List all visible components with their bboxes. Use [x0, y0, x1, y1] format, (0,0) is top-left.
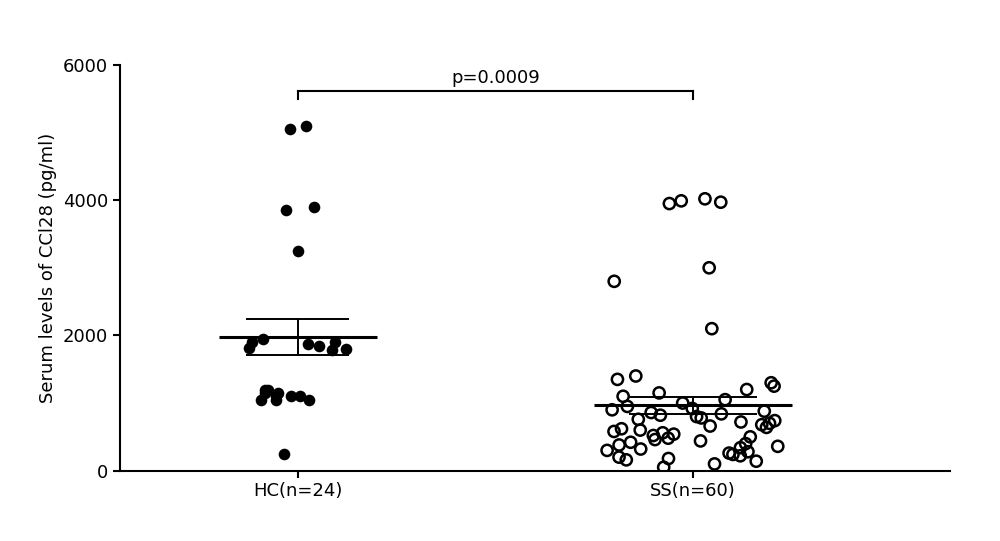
Point [632, 426, 648, 434]
Point [270, 388, 286, 397]
Point [300, 340, 316, 348]
Point [684, 404, 700, 413]
Point [675, 399, 691, 407]
Point [748, 457, 764, 465]
Point [693, 413, 709, 422]
Point [253, 395, 269, 404]
Point [324, 346, 340, 355]
Point [244, 338, 260, 347]
Point [762, 419, 778, 427]
Point [713, 410, 729, 418]
Point [311, 341, 327, 350]
Point [292, 392, 308, 400]
Point [276, 450, 292, 458]
Point [645, 431, 661, 440]
Point [758, 423, 774, 432]
Point [614, 424, 630, 433]
Point [290, 247, 306, 255]
Point [241, 343, 257, 352]
Point [298, 121, 314, 130]
Point [643, 408, 659, 417]
Point [282, 125, 298, 134]
Point [619, 402, 635, 411]
Point [739, 385, 755, 394]
Point [704, 324, 720, 333]
Point [630, 415, 646, 424]
Point [770, 442, 786, 451]
Y-axis label: Serum levels of CCl28 (pg/ml): Serum levels of CCl28 (pg/ml) [39, 133, 57, 403]
Point [666, 430, 682, 438]
Point [257, 385, 273, 394]
Point [633, 445, 649, 453]
Point [647, 435, 663, 444]
Point [697, 195, 713, 203]
Point [660, 434, 676, 443]
Point [702, 422, 718, 431]
Point [766, 382, 782, 391]
Point [611, 453, 627, 461]
Point [673, 196, 689, 205]
Point [652, 411, 668, 420]
Point [606, 427, 622, 436]
Point [693, 437, 709, 445]
Point [732, 444, 748, 452]
Point [733, 418, 749, 426]
Point [660, 454, 676, 463]
Point [604, 406, 620, 414]
Point [257, 388, 273, 397]
Point [725, 450, 741, 459]
Point [717, 395, 733, 404]
Point [606, 277, 622, 286]
Point [740, 447, 756, 456]
Point [623, 438, 639, 447]
Point [767, 417, 783, 425]
Point [327, 338, 343, 347]
Point [618, 456, 634, 464]
Point [609, 375, 625, 384]
Point [301, 395, 317, 404]
Point [268, 392, 284, 400]
Point [701, 263, 717, 272]
Point [283, 392, 299, 400]
Point [689, 412, 705, 421]
Point [713, 198, 729, 207]
Point [599, 446, 615, 454]
Text: p=0.0009: p=0.0009 [451, 69, 540, 87]
Point [615, 392, 631, 400]
Point [721, 449, 737, 458]
Point [756, 407, 772, 415]
Point [260, 385, 276, 394]
Point [754, 420, 770, 429]
Point [732, 451, 748, 460]
Point [268, 395, 284, 404]
Point [742, 433, 758, 441]
Point [655, 428, 671, 437]
Point [651, 388, 667, 397]
Point [763, 379, 779, 387]
Point [656, 463, 672, 472]
Point [338, 345, 354, 353]
Point [611, 440, 627, 449]
Point [738, 439, 754, 448]
Point [628, 372, 644, 380]
Point [306, 203, 322, 212]
Point [278, 206, 294, 215]
Point [661, 199, 677, 208]
Point [255, 334, 271, 343]
Point [707, 460, 723, 469]
